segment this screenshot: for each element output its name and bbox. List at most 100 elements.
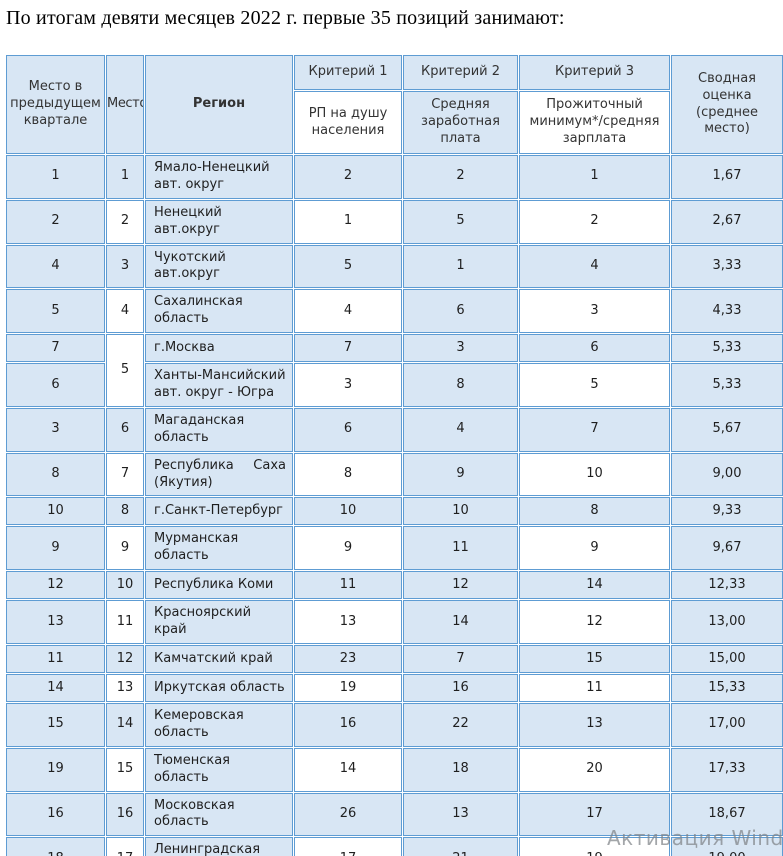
criterion-1-cell: 7 <box>294 334 402 363</box>
summary-score-cell: 18,67 <box>671 792 783 837</box>
criterion-1-cell: 11 <box>294 571 402 600</box>
prev-quarter-place-cell: 3 <box>6 407 105 452</box>
table-row: 4 3 Чукотский авт.округ 5 1 4 3,33 <box>6 244 783 289</box>
place-cell: 4 <box>106 289 144 334</box>
region-cell: Кемеровская область <box>145 703 293 747</box>
criterion-3-cell: 13 <box>519 703 670 747</box>
prev-quarter-place-cell: 4 <box>6 244 105 289</box>
summary-score-cell: 13,00 <box>671 600 783 645</box>
prev-quarter-place-cell: 2 <box>6 199 105 244</box>
prev-quarter-place-cell: 14 <box>6 674 105 703</box>
place-cell: 5 <box>106 334 144 407</box>
table-row: 2 2 Ненецкий авт.округ 1 5 2 2,67 <box>6 199 783 244</box>
prev-quarter-place-cell: 7 <box>6 334 105 363</box>
prev-quarter-place-cell: 15 <box>6 703 105 747</box>
summary-score-cell: 15,33 <box>671 674 783 703</box>
criterion-2-cell: 2 <box>403 155 518 199</box>
table-row: 12 10 Республика Коми 11 12 14 12,33 <box>6 571 783 600</box>
region-cell: г.Санкт-Петербург <box>145 497 293 526</box>
criterion-1-cell: 5 <box>294 244 402 289</box>
header-summary-score: Сводная оценка (среднее место) <box>671 55 783 154</box>
criterion-3-cell: 3 <box>519 289 670 334</box>
table-row: 7 5 г.Москва 7 3 6 5,33 <box>6 334 783 407</box>
criterion-2-cell: 13 <box>403 792 518 837</box>
criterion-3-cell: 19 <box>519 837 670 856</box>
prev-quarter-place-cell: 18 <box>6 837 105 856</box>
place-cell: 11 <box>106 600 144 645</box>
header-prev-place: Место в предыдущем квартале <box>6 55 105 154</box>
criterion-1-cell: 6 <box>294 407 402 452</box>
place-cell: 12 <box>106 645 144 674</box>
criterion-2-cell: 3 <box>403 334 518 363</box>
criterion-1-cell: 10 <box>294 497 402 526</box>
place-cell: 16 <box>106 792 144 837</box>
region-cell: Ленинградская область <box>145 837 293 856</box>
prev-quarter-place-cell: 9 <box>6 526 105 571</box>
table-row: 16 16 Московская область 26 13 17 18,67 <box>6 792 783 837</box>
table-row: 10 8 г.Санкт-Петербург 10 10 8 9,33 <box>6 497 783 526</box>
criterion-3-cell: 1 <box>519 155 670 199</box>
summary-score-cell: 5,67 <box>671 407 783 452</box>
criterion-3-cell: 20 <box>519 747 670 792</box>
place-cell: 13 <box>106 674 144 703</box>
table-row: 9 9 Мурманская область 9 11 9 9,67 <box>6 526 783 571</box>
criterion-2-cell: 8 <box>403 363 518 407</box>
place-cell: 1 <box>106 155 144 199</box>
criterion-1-cell: 19 <box>294 674 402 703</box>
criterion-1-cell: 3 <box>294 363 402 407</box>
criterion-2-cell: 16 <box>403 674 518 703</box>
criterion-2-cell: 21 <box>403 837 518 856</box>
criterion-2-cell: 22 <box>403 703 518 747</box>
criterion-3-cell: 14 <box>519 571 670 600</box>
criterion-2-cell: 4 <box>403 407 518 452</box>
table-row: 19 15 Тюменская область 14 18 20 17,33 <box>6 747 783 792</box>
summary-score-cell: 5,33 <box>671 363 783 407</box>
prev-quarter-place-cell: 5 <box>6 289 105 334</box>
place-cell: 2 <box>106 199 144 244</box>
table-row: 8 7 Республика Саха (Якутия) 8 9 10 9,00 <box>6 452 783 497</box>
table-row: 14 13 Иркутская область 19 16 11 15,33 <box>6 674 783 703</box>
table-body: 1 1 Ямало-Ненецкий авт. округ 2 2 1 1,67 2 2 Нене… <box>6 155 783 856</box>
summary-score-cell: 15,00 <box>671 645 783 674</box>
criterion-3-cell: 5 <box>519 363 670 407</box>
place-cell: 9 <box>106 526 144 571</box>
place-cell: 15 <box>106 747 144 792</box>
criterion-2-cell: 1 <box>403 244 518 289</box>
prev-quarter-place-cell: 12 <box>6 571 105 600</box>
criterion-1-cell: 26 <box>294 792 402 837</box>
criterion-3-cell: 6 <box>519 334 670 363</box>
summary-score-cell: 17,00 <box>671 703 783 747</box>
region-cell: Республика Саха (Якутия) <box>145 452 293 497</box>
prev-quarter-place-cell: 8 <box>6 452 105 497</box>
prev-quarter-place-cell: 1 <box>6 155 105 199</box>
criterion-1-cell: 14 <box>294 747 402 792</box>
table-row: 1 1 Ямало-Ненецкий авт. округ 2 2 1 1,67 <box>6 155 783 199</box>
criterion-3-cell: 17 <box>519 792 670 837</box>
criterion-1-cell: 23 <box>294 645 402 674</box>
criterion-1-cell: 1 <box>294 199 402 244</box>
criterion-3-cell: 8 <box>519 497 670 526</box>
criterion-2-cell: 18 <box>403 747 518 792</box>
place-cell: 3 <box>106 244 144 289</box>
criterion-3-cell: 7 <box>519 407 670 452</box>
region-cell: Чукотский авт.округ <box>145 244 293 289</box>
criterion-2-cell: 14 <box>403 600 518 645</box>
summary-score-cell: 9,00 <box>671 452 783 497</box>
region-cell: Иркутская область <box>145 674 293 703</box>
criterion-2-cell: 5 <box>403 199 518 244</box>
criterion-1-cell: 9 <box>294 526 402 571</box>
criterion-3-cell: 9 <box>519 526 670 571</box>
header-criterion-3: Критерий 3 <box>519 55 670 90</box>
region-cell: Ненецкий авт.округ <box>145 199 293 244</box>
header-criterion-2-sub: Средняя заработная плата <box>403 91 518 154</box>
criterion-3-cell: 10 <box>519 452 670 497</box>
page-title: По итогам девяти месяцев 2022 г. первые … <box>6 7 565 29</box>
place-cell: 6 <box>106 407 144 452</box>
region-cell: Красноярский край <box>145 600 293 645</box>
summary-score-cell: 17,33 <box>671 747 783 792</box>
region-cell: Тюменская область <box>145 747 293 792</box>
place-cell: 7 <box>106 452 144 497</box>
criterion-3-cell: 11 <box>519 674 670 703</box>
region-cell: Сахалинская область <box>145 289 293 334</box>
summary-score-cell: 9,67 <box>671 526 783 571</box>
